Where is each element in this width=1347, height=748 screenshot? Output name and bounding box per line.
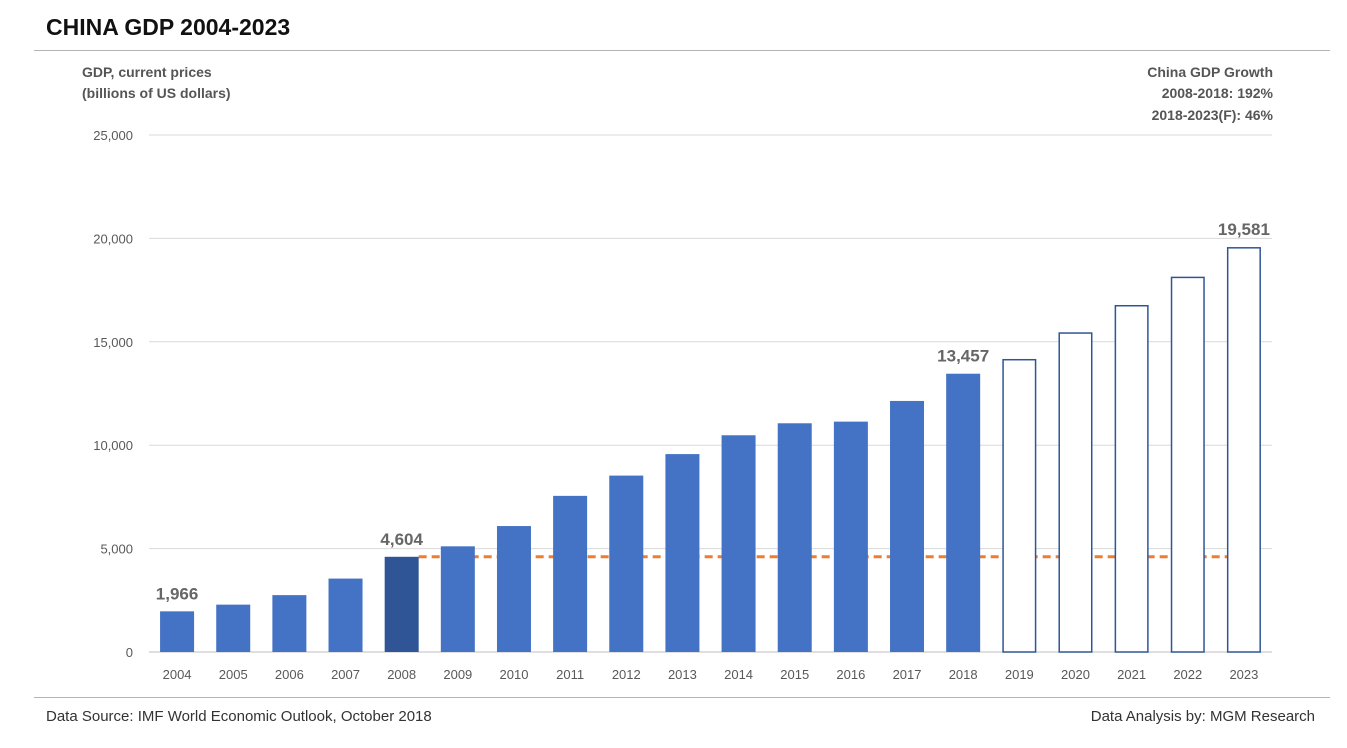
bar-2020 — [1058, 332, 1093, 653]
growth-note-2008-2018: 2008-2018: 192% — [1162, 85, 1274, 101]
bar-2022 — [1170, 276, 1205, 653]
data-source: Data Source: IMF World Economic Outlook,… — [46, 708, 432, 725]
bar-2017 — [890, 400, 925, 652]
x-tick-label-2022: 2022 — [1173, 667, 1202, 682]
x-tick-label-2020: 2020 — [1061, 667, 1090, 682]
x-tick-label-2006: 2006 — [275, 667, 304, 682]
bar-2018 — [946, 373, 981, 652]
grid-lines — [149, 134, 1272, 653]
page-title: CHINA GDP 2004-2023 — [46, 14, 291, 40]
bar-2004 — [160, 611, 195, 652]
x-tick-label-2023: 2023 — [1229, 667, 1258, 682]
x-tick-label-2021: 2021 — [1117, 667, 1146, 682]
x-tick-label-2005: 2005 — [219, 667, 248, 682]
footer-divider — [34, 697, 1330, 698]
title-divider — [34, 50, 1330, 51]
bar-2007 — [328, 578, 363, 652]
bars — [160, 247, 1261, 653]
y-tick-label-15000: 15,000 — [93, 335, 133, 350]
x-tick-label-2013: 2013 — [668, 667, 697, 682]
bar-2011 — [553, 495, 588, 652]
bar-2014 — [721, 435, 756, 652]
x-tick-label-2014: 2014 — [724, 667, 753, 682]
x-tick-label-2008: 2008 — [387, 667, 416, 682]
y-axis-title-line-2: (billions of US dollars) — [82, 85, 231, 101]
bar-2008 — [384, 556, 419, 652]
y-tick-label-10000: 10,000 — [93, 438, 133, 453]
growth-note-title: China GDP Growth — [1147, 64, 1273, 80]
data-label-2018: 13,457 — [937, 347, 989, 366]
x-tick-label-2010: 2010 — [500, 667, 529, 682]
data-label-2004: 1,966 — [156, 584, 199, 603]
x-tick-label-2019: 2019 — [1005, 667, 1034, 682]
y-tick-label-5000: 5,000 — [100, 542, 133, 557]
bar-2009 — [440, 546, 475, 652]
x-tick-label-2016: 2016 — [836, 667, 865, 682]
bar-2006 — [272, 595, 307, 652]
bar-2023 — [1226, 247, 1261, 653]
x-tick-label-2017: 2017 — [893, 667, 922, 682]
x-tick-label-2007: 2007 — [331, 667, 360, 682]
bar-2019 — [1002, 358, 1037, 653]
x-tick-label-2015: 2015 — [780, 667, 809, 682]
gdp-bar-chart: 0 5,000 10,000 15,000 20,000 25,000 2004 2005 20… — [82, 64, 1274, 682]
bar-2012 — [609, 475, 644, 652]
y-axis-title-line-1: GDP, current prices — [82, 64, 212, 80]
bar-2015 — [777, 423, 812, 652]
x-tick-label-2012: 2012 — [612, 667, 641, 682]
y-tick-label-25000: 25,000 — [93, 128, 133, 143]
y-tick-label-0: 0 — [126, 645, 133, 660]
x-tick-label-2018: 2018 — [949, 667, 978, 682]
bar-2005 — [216, 604, 251, 652]
data-label-2023: 19,581 — [1218, 220, 1270, 239]
y-tick-label-20000: 20,000 — [93, 231, 133, 246]
bar-2016 — [833, 421, 868, 652]
data-analysis-credit: Data Analysis by: MGM Research — [1090, 708, 1315, 725]
x-tick-label-2004: 2004 — [163, 667, 192, 682]
growth-note-2018-2023: 2018-2023(F): 46% — [1152, 107, 1274, 123]
bar-2013 — [665, 454, 700, 652]
labels: 0 5,000 10,000 15,000 20,000 25,000 2004 2005 20… — [93, 128, 1270, 682]
bar-2010 — [496, 526, 531, 652]
x-tick-label-2009: 2009 — [443, 667, 472, 682]
x-tick-label-2011: 2011 — [556, 667, 584, 682]
data-label-2008: 4,604 — [380, 530, 423, 549]
bar-2021 — [1114, 304, 1149, 653]
